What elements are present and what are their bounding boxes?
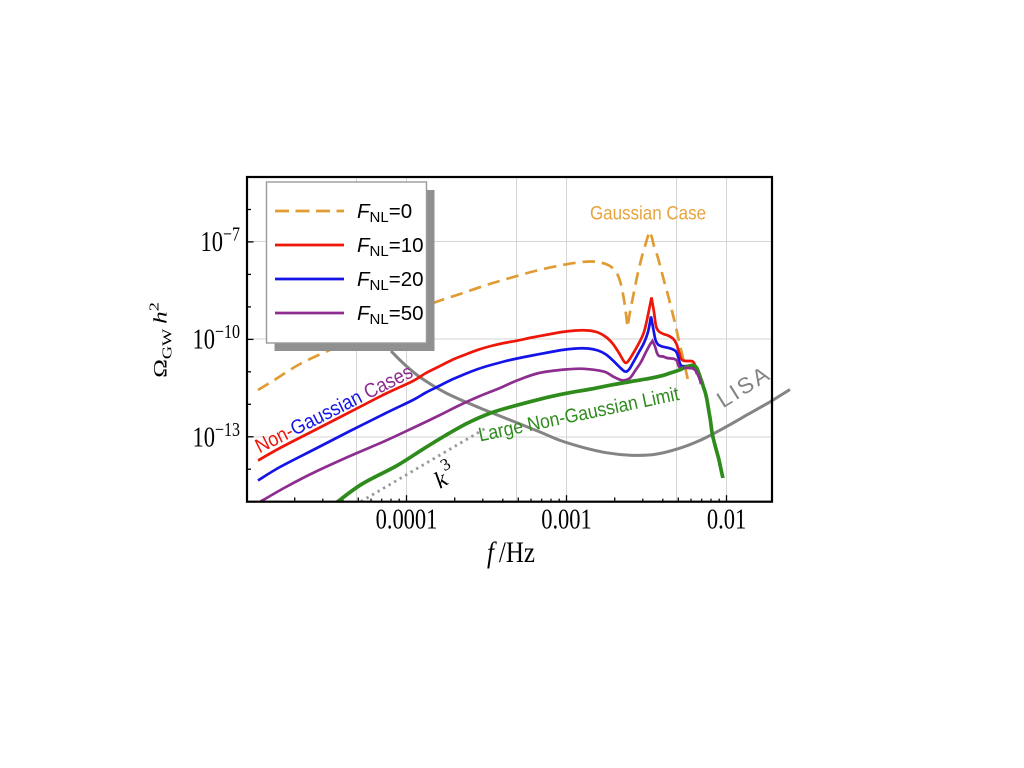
svg-text:10−7: 10−7: [201, 223, 240, 258]
svg-text:0.001: 0.001: [541, 503, 592, 535]
svg-text:FNL=50: FNL=50: [357, 302, 424, 328]
svg-text:FNL=10: FNL=10: [357, 234, 424, 260]
svg-text:Gaussian Case: Gaussian Case: [590, 203, 706, 224]
svg-text:10−13: 10−13: [193, 418, 240, 453]
svg-text:10−10: 10−10: [193, 320, 240, 355]
svg-text:FNL=0: FNL=0: [357, 200, 412, 226]
svg-text:f /Hz: f /Hz: [487, 536, 535, 568]
svg-text:FNL=20: FNL=20: [357, 268, 424, 294]
svg-text:0.0001: 0.0001: [376, 503, 438, 535]
svg-text:ΩGW h2: ΩGW h2: [146, 302, 175, 378]
svg-text:0.01: 0.01: [707, 503, 746, 535]
